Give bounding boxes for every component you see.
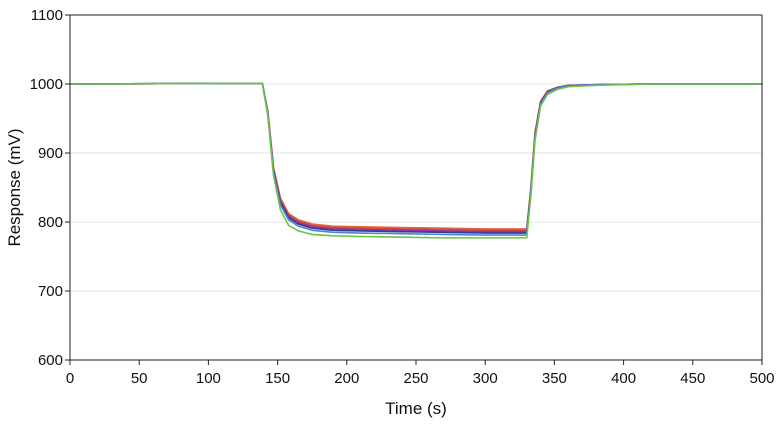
series-lines xyxy=(69,82,763,239)
x-tick-label: 350 xyxy=(542,370,567,387)
plot-frame xyxy=(69,14,763,361)
y-tick-label: 700 xyxy=(38,283,63,300)
axis-ticks: 600 700 800 900 1000 1100 0 50 100 150 200 250 300 35… xyxy=(30,7,775,387)
x-tick-label: 150 xyxy=(265,370,290,387)
series-line-5 xyxy=(69,82,763,236)
x-tick-label: 200 xyxy=(334,370,359,387)
y-tick-label: 600 xyxy=(38,352,63,369)
x-tick-label: 300 xyxy=(473,370,498,387)
gridlines xyxy=(70,83,762,292)
x-tick-label: 450 xyxy=(680,370,705,387)
x-tick-label: 500 xyxy=(749,370,774,387)
x-tick-label: 50 xyxy=(131,370,148,387)
x-tick-label: 400 xyxy=(611,370,636,387)
series-line-3 xyxy=(69,82,763,233)
y-tick-label: 900 xyxy=(38,145,63,162)
x-axis-title: Time (s) xyxy=(385,399,447,418)
y-axis-title: Response (mV) xyxy=(5,128,24,246)
y-tick-label: 1100 xyxy=(31,7,63,24)
x-tick-label: 100 xyxy=(196,370,221,387)
x-tick-label: 250 xyxy=(403,370,428,387)
series-line-6 xyxy=(69,82,763,239)
series-line-4 xyxy=(69,82,763,234)
series-line-1 xyxy=(69,82,763,230)
series-line-2 xyxy=(69,82,763,232)
y-tick-label: 800 xyxy=(38,214,63,231)
y-tick-label: 1000 xyxy=(30,76,63,93)
x-tick-label: 0 xyxy=(66,370,74,387)
